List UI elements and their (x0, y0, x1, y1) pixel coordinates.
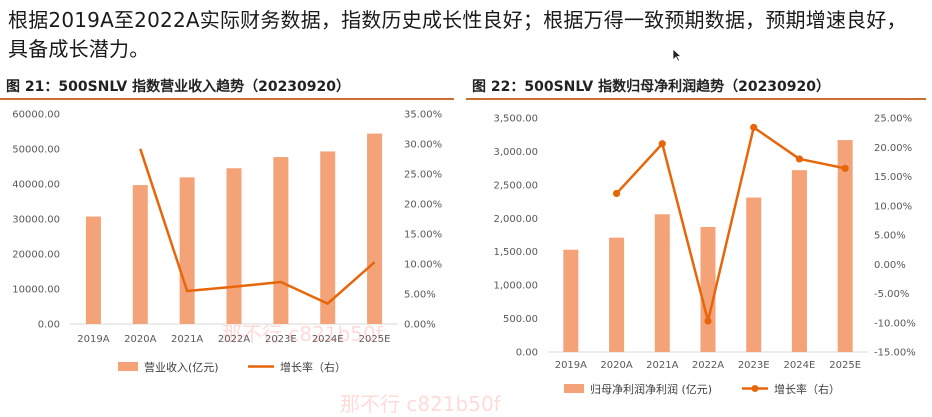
page-headline: 根据2019A至2022A实际财务数据，指数历史成长性良好；根据万得一致预期数据… (8, 6, 924, 64)
right-axis-tick-label: 35.00% (404, 110, 442, 121)
category-label: 2022A (692, 360, 724, 371)
left-axis-tick-label: 60000.00 (12, 110, 60, 121)
revenue-bar-2020A (133, 185, 148, 324)
right-axis-tick-label: 10.00% (874, 201, 912, 212)
growth-rate-point (659, 140, 666, 147)
legend-line-marker (752, 385, 759, 392)
growth-rate-point (750, 124, 757, 131)
revenue-bar-2022A (227, 168, 242, 324)
growth-rate-point (842, 165, 849, 172)
revenue-chart-panel: 图 21：500SNLV 指数营业收入趋势（20230920） 0.00 1000… (0, 68, 460, 404)
right-axis-tick-label: 5.00% (874, 231, 906, 242)
revenue-bar-2023E (273, 157, 288, 324)
left-axis-tick-label: 2,500.00 (493, 180, 538, 191)
revenue-bar-2021A (655, 214, 670, 352)
revenue-bar-2021A (180, 177, 195, 324)
revenue-bar-2020A (609, 238, 624, 352)
net-profit-title-rule (466, 98, 926, 100)
revenue-bar-2019A (563, 250, 578, 352)
left-axis-tick-label: 1,500.00 (493, 247, 538, 258)
legend-line-label: 增长率（右） (774, 382, 840, 396)
watermark-bottom: 那不行 c821b50f (340, 388, 501, 417)
right-axis-tick-label: 25.00% (404, 170, 442, 181)
left-axis-tick-label: 0.00 (38, 320, 60, 331)
category-label: 2021A (646, 360, 678, 371)
net-profit-chart-title: 图 22：500SNLV 指数归母净利润趋势（20230920） (472, 76, 830, 96)
right-axis-tick-label: 30.00% (404, 140, 442, 151)
left-axis-tick-label: 1,000.00 (493, 281, 538, 292)
category-label: 2021A (171, 334, 203, 345)
legend-bar-swatch (118, 362, 138, 371)
growth-rate-line (617, 127, 846, 321)
right-axis-tick-label: 15.00% (404, 230, 442, 241)
right-axis-tick-label: 15.00% (874, 172, 912, 183)
legend-bar-label: 营业收入(亿元) (144, 360, 219, 374)
revenue-bar-2025E (367, 134, 382, 324)
growth-rate-point (796, 155, 803, 162)
right-axis-tick-label: 0.00% (874, 260, 906, 271)
right-axis-tick-label: 20.00% (404, 200, 442, 211)
left-axis-tick-label: 3,500.00 (493, 114, 538, 125)
growth-rate-line (140, 149, 374, 304)
right-axis-tick-label: 10.00% (404, 260, 442, 271)
left-axis-tick-label: 50000.00 (12, 145, 60, 156)
growth-rate-point (704, 317, 711, 324)
category-label: 2020A (124, 334, 156, 345)
left-axis-tick-label: 10000.00 (12, 285, 60, 296)
revenue-title-rule (0, 98, 454, 100)
growth-rate-point (613, 190, 620, 197)
right-axis-tick-label: 0.00% (404, 320, 436, 331)
legend-line-label: 增长率（右） (280, 360, 346, 374)
right-axis-tick-label: -15.00% (874, 348, 916, 359)
net-profit-chart-panel: 图 22：500SNLV 指数归母净利润趋势（20230920） 0.00 500… (466, 68, 932, 404)
category-label: 2019A (77, 334, 109, 345)
right-axis-tick-label: -10.00% (874, 318, 916, 329)
left-axis-tick-label: 3,000.00 (493, 147, 538, 158)
category-label: 2023E (738, 360, 770, 371)
right-axis-tick-label: 5.00% (404, 290, 436, 301)
category-label: 2019A (555, 360, 587, 371)
left-axis-tick-label: 20000.00 (12, 250, 60, 261)
right-axis-tick-label: 25.00% (874, 114, 912, 125)
left-axis-tick-label: 40000.00 (12, 180, 60, 191)
left-axis-tick-label: 30000.00 (12, 215, 60, 226)
revenue-bar-2023E (746, 198, 761, 352)
net-profit-chart: 0.00 500.00 1,000.00 1,500.00 2,000.00 2,500.… (466, 102, 932, 404)
watermark-left: 那不行 c821b50f (222, 318, 383, 347)
right-axis-tick-label: 20.00% (874, 143, 912, 154)
revenue-bar-2019A (86, 217, 101, 324)
legend-bar-label: 归母净利润净利润 (亿元) (590, 382, 712, 396)
category-label: 2025E (829, 360, 861, 371)
revenue-bar-2022A (701, 227, 716, 352)
category-label: 2024E (784, 360, 816, 371)
left-axis-tick-label: 2,000.00 (493, 214, 538, 225)
revenue-chart: 0.00 10000.00 20000.00 30000.00 40000.00 5000… (0, 102, 460, 404)
revenue-chart-title: 图 21：500SNLV 指数营业收入趋势（20230920） (6, 76, 350, 96)
legend-bar-swatch (564, 384, 584, 393)
revenue-bar-2024E (792, 170, 807, 352)
right-axis-tick-label: -5.00% (874, 289, 909, 300)
left-axis-tick-label: 0.00 (516, 348, 538, 359)
left-axis-tick-label: 500.00 (503, 314, 538, 325)
mouse-cursor-icon (672, 48, 682, 62)
category-label: 2020A (600, 360, 632, 371)
